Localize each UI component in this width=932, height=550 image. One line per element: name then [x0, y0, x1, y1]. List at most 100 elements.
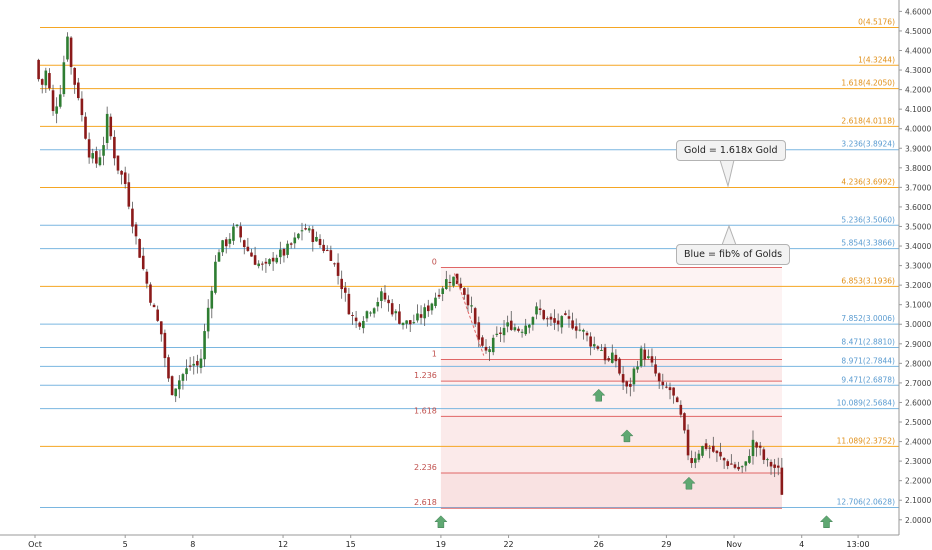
gold-callout-text: Gold = 1.618x Gold — [684, 145, 778, 156]
candle-body — [48, 73, 51, 89]
candle-body — [188, 365, 192, 367]
candle-body — [672, 387, 675, 396]
candle-body — [250, 252, 253, 257]
retracement-band — [440, 267, 782, 360]
gold-level-label: 6.853(3.1936) — [841, 276, 895, 285]
candle-body — [625, 381, 629, 387]
buy-arrow-icon — [592, 388, 606, 402]
price-tick-label: 2.4000 — [905, 438, 931, 447]
gold-level-label: 1.618(4.2050) — [841, 79, 895, 88]
candle-body — [37, 59, 40, 80]
candle-body — [509, 320, 513, 330]
candle-body — [369, 312, 372, 314]
candle-body — [585, 332, 589, 336]
time-tick-label: Nov — [726, 540, 742, 549]
time-tick-label: 5 — [123, 540, 128, 549]
candle-body — [214, 261, 217, 293]
price-tick-label: 4.3000 — [905, 66, 931, 75]
candle-body — [275, 257, 279, 263]
candle-body — [773, 464, 776, 468]
candle-body — [293, 237, 297, 244]
candle-body — [632, 368, 636, 385]
candle-body — [546, 318, 549, 320]
candle-body — [596, 346, 600, 349]
candle-body — [704, 443, 708, 449]
blue-level-label: 10.089(2.5684) — [837, 399, 895, 408]
candle-body — [127, 182, 131, 207]
price-tick-label: 2.8000 — [905, 359, 931, 368]
candle-body — [769, 461, 773, 467]
candle-body — [538, 308, 542, 310]
candle-body — [58, 94, 62, 107]
candle-body — [325, 250, 329, 252]
candle-body — [307, 228, 311, 231]
candle-body — [145, 271, 149, 284]
candle-body — [159, 321, 163, 335]
time-tick-label: 13:00 — [847, 540, 870, 549]
candle-body — [210, 290, 214, 309]
price-tick-label: 2.0000 — [905, 516, 931, 525]
candle-body — [221, 240, 224, 253]
candle-body — [668, 387, 672, 391]
candle-body — [621, 374, 625, 383]
candle-body — [185, 368, 188, 375]
candle-body — [564, 313, 567, 315]
candle-body — [196, 361, 199, 366]
candle-body — [405, 320, 408, 324]
candle-body — [257, 263, 260, 267]
candle-body — [679, 404, 683, 415]
price-tick-label: 4.4000 — [905, 46, 931, 55]
candle-body — [614, 354, 618, 362]
candle-body — [340, 278, 343, 290]
blue-level-label: 5.854(3.3866) — [841, 239, 895, 248]
retracement-label: 2.236 — [414, 463, 437, 472]
candle-body — [347, 293, 351, 315]
candle-body — [239, 226, 242, 238]
candle-body — [499, 332, 502, 334]
candle-body — [437, 294, 441, 297]
price-tick-label: 3.8000 — [905, 164, 931, 173]
candle-body — [517, 328, 520, 331]
candle-body — [650, 356, 654, 363]
candle-body — [131, 208, 134, 227]
candle-body — [181, 374, 185, 381]
candle-body — [242, 240, 246, 248]
candle-body — [343, 287, 347, 293]
price-tick-label: 4.5000 — [905, 27, 931, 36]
blue-level-label: 12.706(2.0628) — [837, 498, 895, 507]
candle-body — [163, 332, 167, 359]
candle-body — [412, 322, 416, 324]
candle-body — [715, 450, 719, 454]
candle-body — [603, 347, 607, 361]
blue-level-label: 7.852(3.0006) — [841, 314, 895, 323]
retracement-trend-line — [453, 273, 485, 356]
candle-body — [365, 311, 369, 319]
candle-body — [661, 381, 665, 386]
candle-body — [84, 116, 87, 139]
candle-body — [647, 356, 650, 359]
candle-body — [51, 90, 55, 112]
candle-body — [686, 429, 690, 456]
candle-body — [253, 255, 257, 265]
price-tick-label: 2.3000 — [905, 457, 931, 466]
candle-body — [513, 327, 517, 331]
candle-body — [113, 136, 116, 159]
candle-body — [174, 388, 178, 397]
candle-body — [387, 299, 390, 304]
candle-body — [120, 170, 123, 175]
candle-body — [282, 249, 286, 256]
candle-body — [643, 349, 647, 360]
candle-body — [549, 316, 553, 320]
candle-body — [105, 113, 109, 143]
candle-body — [582, 329, 585, 332]
time-tick-label: 22 — [503, 540, 513, 549]
blue-level-label: 8.971(2.7844) — [841, 356, 895, 365]
gold-level-label: 1(4.3244) — [858, 55, 895, 64]
retracement-label: 0 — [432, 258, 437, 267]
candle-body — [199, 358, 203, 368]
price-tick-label: 4.1000 — [905, 105, 931, 114]
price-tick-label: 3.4000 — [905, 242, 931, 251]
time-tick-label: 19 — [436, 540, 446, 549]
candle-body — [531, 317, 535, 325]
candle-body — [80, 98, 84, 116]
